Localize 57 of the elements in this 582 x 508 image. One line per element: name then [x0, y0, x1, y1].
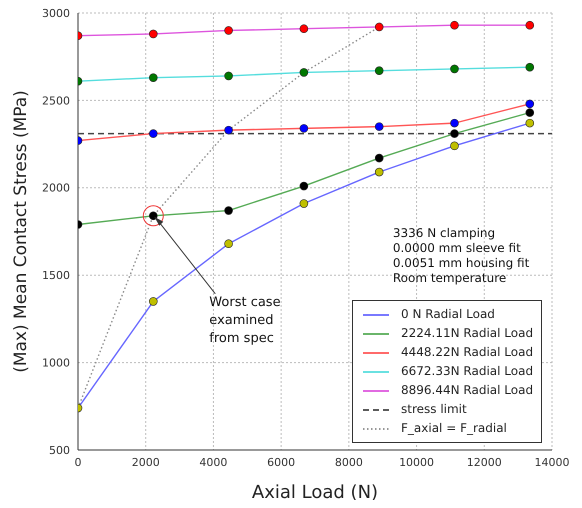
point — [224, 72, 233, 80]
point — [374, 66, 384, 75]
point — [149, 129, 158, 138]
annotation: Worst case examined from spec — [209, 294, 281, 346]
x-axis-title: Axial Load (N) — [252, 482, 378, 503]
annotation: 0.0000 mm sleeve fit — [392, 241, 522, 256]
legend-label: 8896.44N Radial Load — [401, 382, 534, 399]
y-tick-label: 3000 — [42, 6, 70, 20]
y-tick-label: 2000 — [42, 182, 70, 195]
point — [525, 20, 534, 30]
point — [525, 62, 534, 72]
point — [300, 199, 308, 208]
y-axis-title: (Max) Mean Contact Stress (MPa) — [11, 90, 32, 373]
x-tick-label: 10000 — [399, 456, 434, 469]
y-tick-label: 2500 — [42, 94, 70, 108]
point — [525, 108, 534, 117]
legend-label: F_axial = F_radial — [401, 420, 507, 437]
x-tick-label: 2000 — [132, 456, 160, 469]
x-tick-label: 4000 — [199, 456, 228, 469]
legend-label: 6672.33N Radial Load — [401, 363, 534, 380]
point — [374, 168, 384, 176]
x-tick-label: 12000 — [466, 456, 502, 469]
x-tick-label: 8000 — [334, 456, 363, 469]
point — [149, 73, 158, 82]
y-tick-label: 500 — [49, 444, 70, 457]
point — [525, 100, 534, 108]
annotation: 3336 N clamping — [392, 226, 496, 242]
point — [149, 297, 158, 306]
point — [450, 118, 459, 128]
point — [374, 154, 384, 162]
legend-label: 0 N Radial Load — [401, 306, 495, 323]
point — [224, 26, 233, 35]
annotation: 0.0051 mm housing fit — [392, 256, 530, 272]
point — [450, 129, 459, 138]
annotation: Room temperature — [392, 271, 508, 286]
point — [224, 206, 233, 215]
y-tick-label: 1000 — [42, 356, 70, 370]
x-tick-label: 14000 — [534, 456, 570, 469]
y-tick-label: 1500 — [42, 269, 70, 282]
point — [224, 239, 233, 248]
point — [224, 126, 233, 134]
point — [300, 68, 308, 77]
point — [450, 20, 459, 30]
point — [300, 24, 308, 34]
point — [374, 122, 384, 131]
point — [374, 22, 384, 32]
point — [450, 142, 459, 150]
legend-label: 2224.11N Radial Load — [401, 325, 534, 342]
point — [149, 30, 158, 38]
legend-label: 4448.22N Radial Load — [401, 344, 534, 361]
point — [525, 118, 534, 128]
x-tick-label: 6000 — [267, 456, 296, 469]
x-tick-label: 0 — [74, 456, 82, 469]
point — [450, 64, 459, 74]
point — [300, 182, 308, 190]
legend-label: stress limit — [401, 401, 467, 418]
point — [300, 124, 308, 133]
